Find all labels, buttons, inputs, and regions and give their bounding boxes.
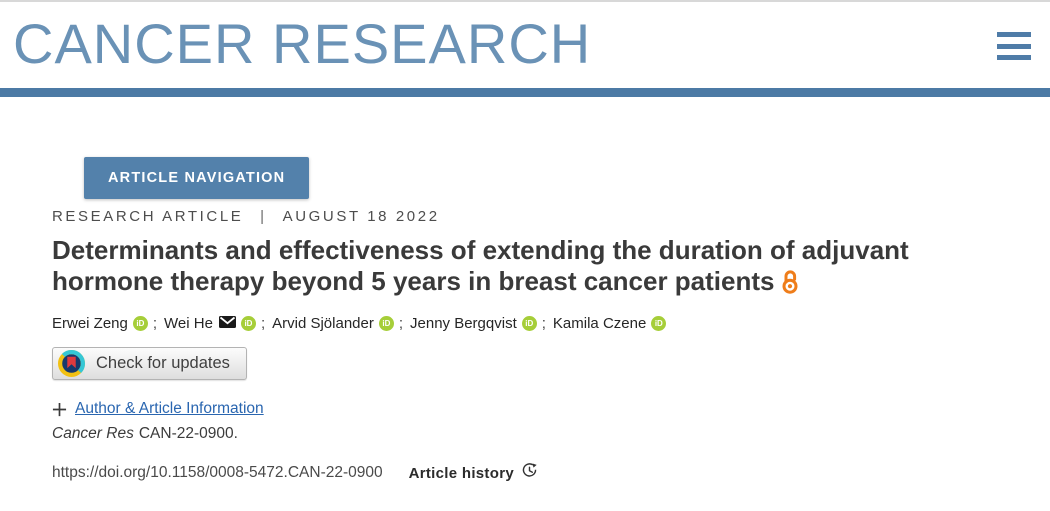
author-name-link[interactable]: Kamila Czene (552, 315, 647, 332)
orcid-icon[interactable]: iD (378, 316, 394, 331)
article-type: RESEARCH ARTICLE (52, 208, 244, 225)
author-article-information-link[interactable]: Author & Article Information (75, 400, 264, 417)
hamburger-menu-icon[interactable] (997, 32, 1031, 60)
author: Wei He iD (164, 315, 256, 332)
article-title: Determinants and effectiveness of extend… (52, 235, 952, 301)
author-separator: ; (260, 315, 266, 332)
citation-journal: Cancer Res (52, 425, 134, 442)
orcid-icon[interactable]: iD (132, 316, 148, 331)
author: Kamila Czene iD (552, 315, 667, 332)
author-name-link[interactable]: Erwei Zeng (52, 315, 128, 332)
history-clock-icon[interactable] (521, 462, 538, 484)
orcid-icon[interactable]: iD (521, 316, 537, 331)
article-header-section: ARTICLE NAVIGATION RESEARCH ARTICLE | AU… (0, 97, 1050, 484)
author-list: Erwei Zeng iD ; Wei He iD ; Arvid Sjölan… (52, 315, 1050, 332)
article-date: AUGUST 18 2022 (282, 208, 440, 225)
site-header: CANCER RESEARCH (0, 2, 1050, 88)
author-separator: ; (398, 315, 404, 332)
open-access-icon (780, 268, 800, 301)
email-icon[interactable] (218, 315, 236, 332)
doi-link[interactable]: https://doi.org/10.1158/0008-5472.CAN-22… (52, 464, 383, 481)
orcid-icon[interactable]: iD (651, 316, 667, 331)
author: Arvid Sjölander iD (272, 315, 394, 332)
author: Erwei Zeng iD (52, 315, 148, 332)
author: Jenny Bergqvist iD (410, 315, 537, 332)
check-for-updates-label: Check for updates (96, 354, 230, 372)
author-name-link[interactable]: Jenny Bergqvist (410, 315, 517, 332)
article-meta-line: RESEARCH ARTICLE | AUGUST 18 2022 (52, 208, 1050, 225)
plus-icon (52, 402, 67, 417)
citation-line: Cancer Res CAN-22-0900. (52, 425, 1050, 443)
author-separator: ; (152, 315, 158, 332)
citation-id: CAN-22-0900. (138, 425, 238, 442)
crossmark-logo-icon (58, 350, 85, 377)
author-name-link[interactable]: Arvid Sjölander (272, 315, 374, 332)
check-for-updates-button[interactable]: Check for updates (52, 347, 247, 380)
doi-row: https://doi.org/10.1158/0008-5472.CAN-22… (52, 462, 1050, 484)
author-info-row: Author & Article Information (52, 400, 1050, 418)
header-divider-bar (0, 88, 1050, 97)
author-separator: ; (541, 315, 546, 332)
article-navigation-button[interactable]: ARTICLE NAVIGATION (84, 157, 310, 199)
meta-separator: | (260, 208, 267, 225)
author-name-link[interactable]: Wei He (164, 315, 213, 332)
article-history-label[interactable]: Article history (408, 464, 514, 482)
orcid-icon[interactable]: iD (240, 316, 256, 331)
journal-title: CANCER RESEARCH (13, 12, 592, 75)
